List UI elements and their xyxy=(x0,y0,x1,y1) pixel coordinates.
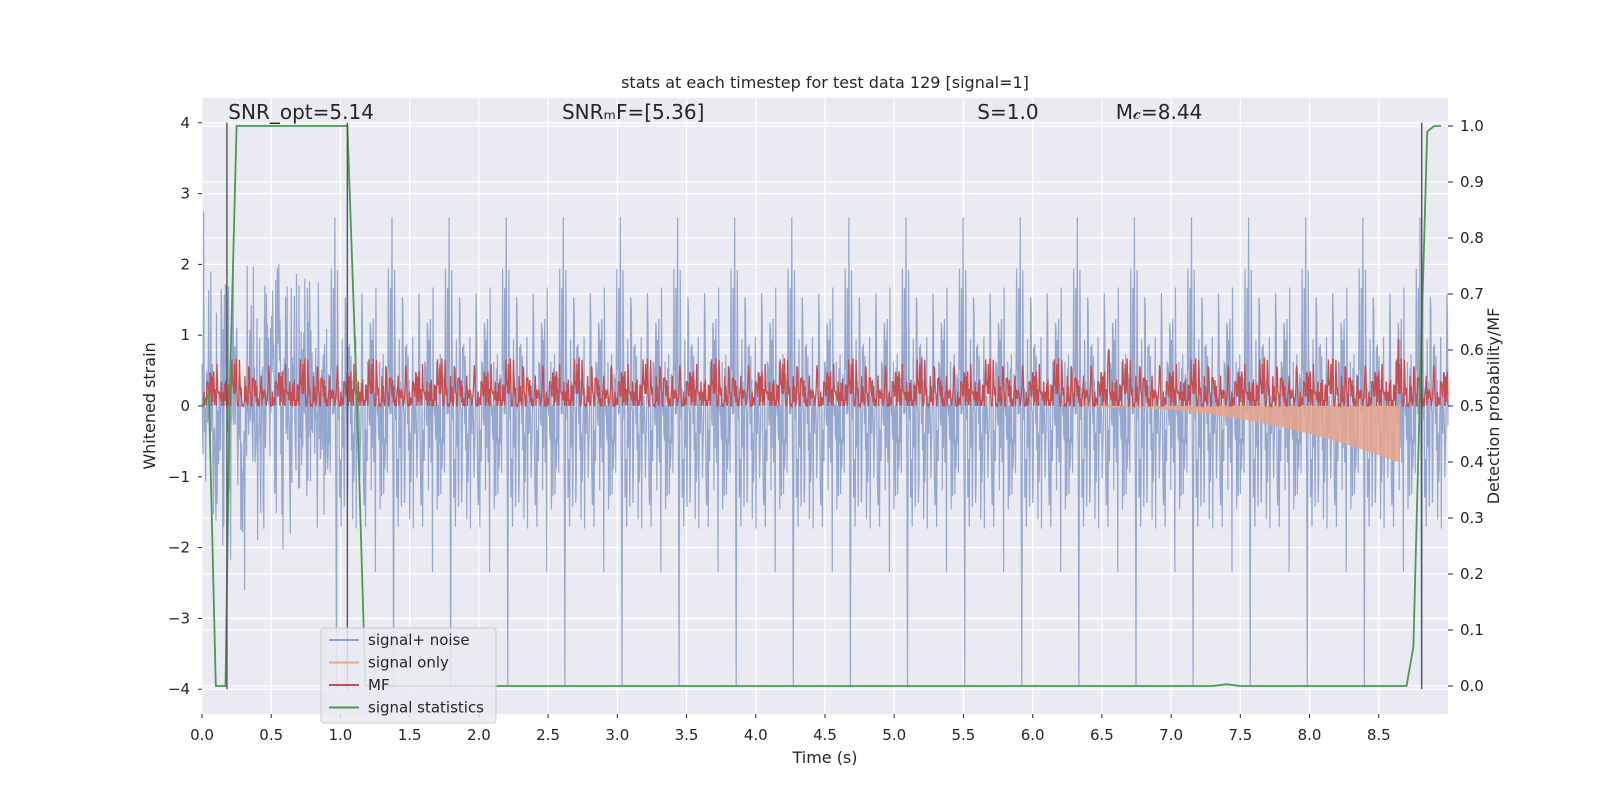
legend-entry: signal+ noise xyxy=(368,631,470,649)
x-tick-label: 5.0 xyxy=(882,726,906,744)
series-layer xyxy=(201,125,1449,687)
y-tick-label-left: −1 xyxy=(168,468,190,486)
annotations: SNR_opt=5.14 SNRₘF=[5.36] S=1.0 M𝒸=8.44 xyxy=(228,100,1202,124)
x-tick-label: 7.0 xyxy=(1159,726,1183,744)
y-tick-label-left: 1 xyxy=(180,326,190,344)
x-tick-label: 7.5 xyxy=(1228,726,1252,744)
y-tick-label-right: 0.5 xyxy=(1460,397,1484,415)
series-mf xyxy=(202,338,1449,409)
series-signal-only xyxy=(1074,403,1401,463)
y-tick-label-right: 0.0 xyxy=(1460,677,1484,695)
y-tick-label-right: 0.9 xyxy=(1460,173,1484,191)
y-tick-label-left: 0 xyxy=(180,397,190,415)
y-tick-label-right: 0.2 xyxy=(1460,565,1484,583)
x-tick-label: 0.5 xyxy=(259,726,283,744)
x-tick-label: 8.5 xyxy=(1367,726,1391,744)
x-tick-label: 1.5 xyxy=(398,726,422,744)
legend-frame xyxy=(320,627,497,724)
x-tick-label: 2.5 xyxy=(536,726,560,744)
x-tick-label: 8.0 xyxy=(1298,726,1322,744)
y-tick-label-right: 0.8 xyxy=(1460,229,1484,247)
legend: signal+ noise signal only MF signal statist… xyxy=(320,627,497,724)
x-tick-label: 1.0 xyxy=(329,726,353,744)
x-tick-label: 2.0 xyxy=(467,726,491,744)
y-tick-label-left: 4 xyxy=(180,114,190,132)
y-tick-label-right: 0.6 xyxy=(1460,341,1484,359)
y-tick-label-right: 1.0 xyxy=(1460,117,1484,135)
series-signal-statistics xyxy=(201,125,1442,687)
y-axis-title-right: Detection probability/MF xyxy=(1484,308,1503,505)
x-tick-label: 4.0 xyxy=(744,726,768,744)
y-ticks-right: 0.0 0.1 0.2 0.3 0.4 0.5 0.6 0.7 0.8 0.9 1.0 xyxy=(1448,117,1484,695)
x-axis-title: Time (s) xyxy=(791,748,857,767)
x-tick-label: 6.5 xyxy=(1090,726,1114,744)
grid xyxy=(201,98,1448,714)
x-tick-label: 5.5 xyxy=(952,726,976,744)
annotation-snr-opt: SNR_opt=5.14 xyxy=(228,100,374,124)
x-ticks: 0.0 0.5 1.0 1.5 2.0 2.5 3.0 3.5 4.0 4.5 5.0 5.5 6.0 6… xyxy=(190,714,1391,744)
legend-entry: signal statistics xyxy=(368,699,484,717)
x-tick-label: 0.0 xyxy=(190,726,214,744)
y-tick-label-left: −4 xyxy=(168,680,190,698)
x-tick-label: 6.0 xyxy=(1021,726,1045,744)
y-ticks-left: −4 −3 −2 −1 0 1 2 3 4 xyxy=(168,114,202,698)
y-axis-title-left: Whitened strain xyxy=(140,342,159,469)
legend-entry: MF xyxy=(368,676,390,694)
annotation-mc-value: M𝒸=8.44 xyxy=(1116,100,1203,124)
annotation-s-value: S=1.0 xyxy=(977,100,1038,124)
y-tick-label-right: 0.4 xyxy=(1460,453,1484,471)
y-tick-label-right: 0.3 xyxy=(1460,509,1484,527)
y-tick-label-left: −3 xyxy=(168,609,190,627)
y-tick-label-right: 0.7 xyxy=(1460,285,1484,303)
x-tick-label: 3.0 xyxy=(605,726,629,744)
annotation-snr-mf: SNRₘF=[5.36] xyxy=(562,100,704,124)
x-tick-label: 3.5 xyxy=(675,726,699,744)
y-tick-label-left: 3 xyxy=(180,185,190,203)
vertical-lines xyxy=(226,122,1423,690)
y-tick-label-left: −2 xyxy=(168,539,190,557)
y-tick-label-left: 2 xyxy=(180,255,190,273)
chart-title: stats at each timestep for test data 129… xyxy=(621,73,1029,92)
legend-entry: signal only xyxy=(368,654,449,672)
x-tick-label: 4.5 xyxy=(813,726,837,744)
series-signal-noise xyxy=(201,211,1449,687)
y-tick-label-right: 0.1 xyxy=(1460,621,1484,639)
